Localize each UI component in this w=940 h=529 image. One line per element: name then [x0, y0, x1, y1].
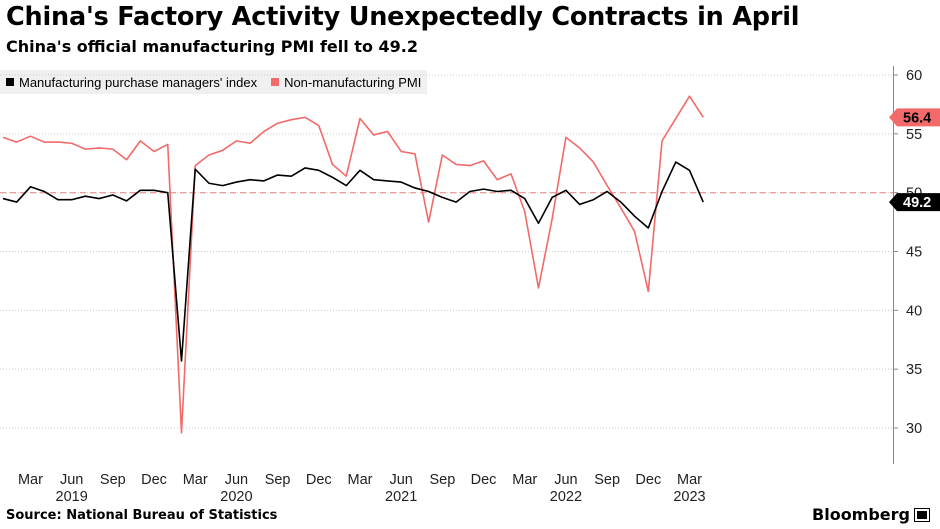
- legend-label-manufacturing: Manufacturing purchase managers' index: [19, 74, 258, 90]
- chart-title: China's Factory Activity Unexpectedly Co…: [6, 2, 800, 32]
- x-year-label-2023: 2023: [673, 489, 705, 505]
- x-year-label-2020: 2020: [220, 489, 252, 505]
- bloomberg-terminal-icon: [914, 508, 930, 522]
- x-tick-label-mar-2: Mar: [18, 472, 43, 488]
- bloomberg-logo: Bloomberg: [812, 505, 910, 524]
- last-value-flag-manufacturing: 49.2: [889, 193, 940, 212]
- x-tick-label-sep-44: Sep: [594, 472, 620, 488]
- y-tick-label-60: 60: [906, 68, 922, 84]
- series-line-non-manufacturing: [2, 95, 704, 434]
- x-tick-label-jun-29: Jun: [389, 472, 412, 488]
- x-tick-label-sep-20: Sep: [265, 472, 291, 488]
- x-tick-label-dec-47: Dec: [635, 472, 661, 488]
- last-value-label-manufacturing: 49.2: [903, 195, 931, 211]
- x-tick-label-mar-50: Mar: [677, 472, 702, 488]
- last-value-flag-bg-manufacturing: [889, 193, 940, 212]
- y-tick-label-35: 35: [906, 362, 922, 378]
- last-value-flag-bg-non-manufacturing: [889, 108, 940, 127]
- y-tick-label-55: 55: [906, 127, 922, 143]
- x-tick-label-dec-35: Dec: [471, 472, 497, 488]
- legend-swatch-non-manufacturing: [271, 78, 280, 86]
- y-tick-label-45: 45: [906, 245, 922, 261]
- x-year-label-2019: 2019: [56, 489, 88, 505]
- x-tick-label-jun-17: Jun: [225, 472, 248, 488]
- x-year-label-2022: 2022: [550, 489, 582, 505]
- x-year-label-2021: 2021: [385, 489, 417, 505]
- x-tick-label-sep-8: Sep: [100, 472, 126, 488]
- legend-label-non-manufacturing: Non-manufacturing PMI: [284, 74, 422, 90]
- last-value-label-non-manufacturing: 56.4: [903, 110, 931, 126]
- x-tick-label-mar-14: Mar: [183, 472, 208, 488]
- x-tick-label-dec-11: Dec: [141, 472, 167, 488]
- legend-item-manufacturing: Manufacturing purchase managers' index: [6, 75, 257, 90]
- x-tick-label-dec-23: Dec: [306, 472, 332, 488]
- x-tick-label-mar-26: Mar: [347, 472, 372, 488]
- x-tick-label-sep-32: Sep: [429, 472, 455, 488]
- legend-swatch-manufacturing: [6, 78, 14, 86]
- x-tick-label-mar-38: Mar: [512, 472, 537, 488]
- y-tick-label-30: 30: [906, 421, 922, 437]
- y-tick-label-40: 40: [906, 303, 922, 319]
- source-note: Source: National Bureau of Statistics: [6, 508, 278, 523]
- legend: Manufacturing purchase managers' index N…: [0, 70, 428, 94]
- x-tick-label-jun-41: Jun: [554, 472, 577, 488]
- chart-subtitle: China's official manufacturing PMI fell …: [6, 37, 418, 56]
- x-tick-label-jun-5: Jun: [60, 472, 83, 488]
- last-value-flag-non-manufacturing: 56.4: [889, 108, 940, 127]
- legend-item-non-manufacturing: Non-manufacturing PMI: [271, 75, 421, 90]
- series-line-manufacturing: [2, 161, 704, 362]
